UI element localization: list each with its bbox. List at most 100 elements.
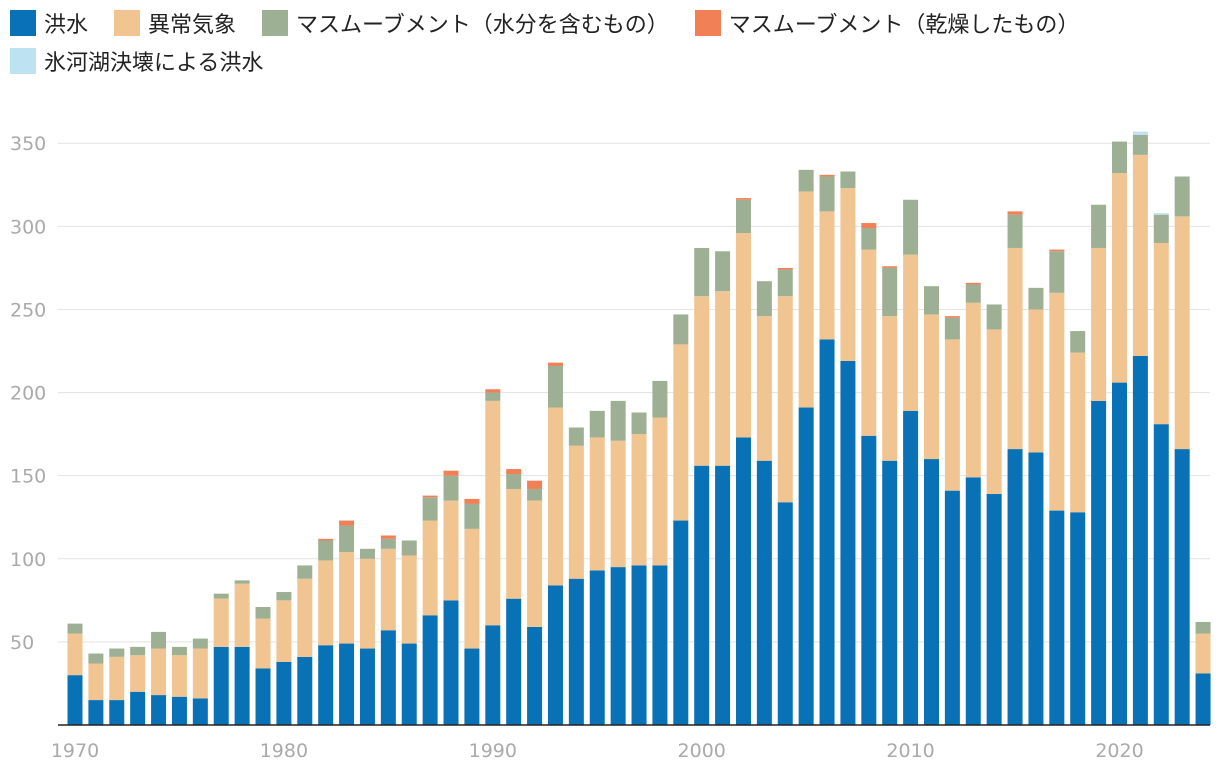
bar-2008-series-3: [861, 223, 877, 229]
bar-2002-series-1: [735, 233, 751, 438]
bar-1992-series-2: [527, 488, 543, 501]
bar-2012-series-3: [944, 316, 960, 318]
bar-1989-series-2: [464, 503, 480, 529]
bar-2002-series-2: [735, 199, 751, 233]
bar-2006-series-2: [819, 176, 835, 212]
bar-2021-series-2: [1132, 134, 1148, 155]
bar-2006-series-1: [819, 211, 835, 340]
bar-1989-series-1: [464, 528, 480, 649]
bar-2021-series-0: [1132, 356, 1148, 725]
bar-1975-series-1: [171, 655, 187, 697]
bar-2004-series-1: [777, 296, 793, 503]
bar-2004-series-2: [777, 269, 793, 297]
bar-1996-series-2: [610, 400, 626, 441]
bar-2008-series-1: [861, 249, 877, 436]
bar-2019-series-1: [1091, 247, 1107, 401]
bar-1999-series-2: [673, 314, 689, 345]
bar-1981-series-2: [297, 565, 313, 579]
bar-1985-series-2: [380, 538, 396, 549]
bar-1978-series-2: [234, 580, 250, 584]
bar-2023-series-1: [1174, 216, 1190, 450]
bar-2015-series-1: [1007, 247, 1023, 450]
bar-2019-series-2: [1091, 204, 1107, 248]
y-tick-label-150: 150: [10, 466, 46, 488]
bar-2018-series-0: [1070, 512, 1086, 725]
bar-2022-series-4: [1153, 213, 1169, 215]
bar-2013-series-3: [965, 282, 981, 285]
bar-2003-series-1: [756, 316, 772, 461]
bar-1988-series-2: [443, 475, 459, 501]
bar-2002-series-3: [735, 198, 751, 200]
bar-1976-series-1: [192, 648, 208, 699]
bar-1976-series-0: [192, 698, 208, 725]
bar-2016-series-2: [1028, 287, 1044, 310]
bar-2009-series-2: [882, 267, 898, 317]
legend-item-mass-movement-wet: マスムーブメント（水分を含むもの）: [262, 7, 669, 39]
bar-1998-series-1: [652, 417, 668, 566]
bar-2009-series-0: [882, 460, 898, 725]
bar-1996-series-0: [610, 567, 626, 725]
legend-swatch-mass-movement-wet: [262, 10, 289, 36]
bar-2007-series-2: [840, 171, 856, 189]
bar-1986-series-1: [401, 555, 417, 644]
bar-2018-series-1: [1070, 352, 1086, 513]
bar-2007-series-0: [840, 360, 856, 725]
bar-2006-series-0: [819, 339, 835, 725]
legend-item-extreme-weather: 異常気象: [114, 7, 236, 39]
bar-1977-series-2: [213, 593, 229, 599]
bar-1986-series-0: [401, 643, 417, 725]
bar-2002-series-0: [735, 437, 751, 725]
bar-1984-series-0: [359, 648, 375, 725]
bar-2004-series-3: [777, 267, 793, 270]
bar-1997-series-1: [631, 434, 647, 566]
bar-1990-series-2: [485, 392, 501, 401]
bar-2009-series-3: [882, 266, 898, 268]
bar-1981-series-0: [297, 656, 313, 725]
bar-1974-series-1: [151, 648, 167, 696]
bar-1992-series-3: [527, 480, 543, 489]
bar-1994-series-2: [568, 427, 584, 446]
bar-2014-series-2: [986, 304, 1002, 330]
bar-2005-series-1: [798, 191, 814, 408]
bar-2016-series-0: [1028, 452, 1044, 725]
x-tick-label-2010: 2010: [886, 740, 934, 762]
bar-1973-series-2: [130, 646, 146, 656]
bar-1975-series-2: [171, 646, 187, 656]
legend-label-extreme-weather: 異常気象: [148, 13, 237, 38]
legend-row-1: 洪水 異常気象 マスムーブメント（水分を含むもの） マスムーブメント（乾燥したも…: [10, 8, 1210, 38]
bar-2021-series-1: [1132, 154, 1148, 356]
bar-1993-series-2: [547, 365, 563, 408]
bar-2012-series-2: [944, 317, 960, 340]
bar-2014-series-1: [986, 329, 1002, 494]
bar-1970-series-0: [67, 675, 83, 725]
bar-1976-series-2: [192, 638, 208, 649]
bar-1982-series-1: [318, 560, 334, 646]
bar-2017-series-3: [1049, 249, 1065, 252]
bar-1983-series-2: [339, 525, 355, 553]
bar-1985-series-3: [380, 535, 396, 539]
bar-1998-series-0: [652, 565, 668, 725]
bar-2024-series-0: [1195, 673, 1211, 725]
bar-1977-series-0: [213, 646, 229, 725]
bar-1971-series-1: [88, 663, 104, 701]
legend-swatch-extreme-weather: [114, 10, 141, 36]
bar-1996-series-1: [610, 440, 626, 568]
x-tick-label-1990: 1990: [469, 740, 517, 762]
bar-2021-series-4: [1132, 131, 1148, 135]
bar-2024-series-1: [1195, 633, 1211, 674]
bar-2011-series-2: [923, 286, 939, 315]
bar-1990-series-3: [485, 389, 501, 393]
bar-1992-series-1: [527, 500, 543, 627]
bar-1990-series-0: [485, 625, 501, 725]
bar-1980-series-2: [276, 592, 292, 601]
bar-1994-series-0: [568, 578, 584, 725]
legend: 洪水 異常気象 マスムーブメント（水分を含むもの） マスムーブメント（乾燥したも…: [10, 8, 1210, 84]
bar-1984-series-2: [359, 548, 375, 559]
bar-2012-series-0: [944, 490, 960, 725]
bar-2024-series-2: [1195, 621, 1211, 634]
bar-1987-series-1: [422, 520, 438, 616]
legend-swatch-flood: [10, 10, 36, 36]
bar-1980-series-1: [276, 600, 292, 662]
bar-1986-series-2: [401, 540, 417, 556]
bar-1975-series-0: [171, 696, 187, 725]
